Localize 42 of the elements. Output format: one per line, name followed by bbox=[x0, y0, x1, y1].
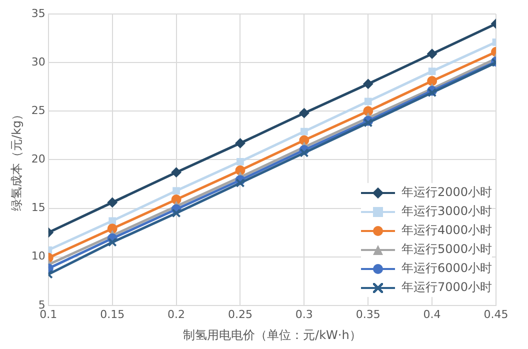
point bbox=[108, 238, 117, 247]
y-tick-label: 35 bbox=[31, 6, 46, 20]
point bbox=[364, 98, 372, 106]
point bbox=[363, 78, 374, 89]
point bbox=[427, 76, 438, 86]
point bbox=[299, 108, 310, 118]
point bbox=[235, 138, 246, 148]
x-tick-label: 0.15 bbox=[100, 308, 125, 321]
point bbox=[236, 178, 245, 188]
legend-label: 年运行3000小时 bbox=[401, 203, 492, 220]
y-tick-label: 15 bbox=[31, 201, 46, 214]
point bbox=[107, 197, 118, 208]
point bbox=[300, 148, 309, 158]
x-axis-title: 制氢用电电价（单位：元/kW·h） bbox=[183, 328, 362, 342]
point bbox=[108, 217, 116, 225]
point bbox=[107, 224, 118, 234]
x-tick-label: 0.45 bbox=[484, 308, 508, 321]
legend-label: 年运行2000小时 bbox=[401, 184, 492, 202]
point bbox=[364, 118, 373, 128]
x-tick-label: 0.25 bbox=[228, 308, 252, 321]
y-tick-label: 30 bbox=[31, 55, 46, 68]
legend-label: 年运行7000小时 bbox=[401, 279, 492, 296]
x-tick-label: 0.3 bbox=[295, 308, 313, 321]
x-tick-label: 0.35 bbox=[356, 308, 380, 321]
y-axis-title: 绿氢成本（元/kg） bbox=[9, 108, 24, 212]
point bbox=[427, 48, 438, 59]
y-tick-label: 10 bbox=[31, 250, 46, 263]
point bbox=[300, 128, 308, 136]
point bbox=[172, 187, 180, 194]
point bbox=[172, 208, 181, 218]
point bbox=[171, 167, 182, 178]
point bbox=[428, 88, 437, 98]
legend-label: 年运行6000小时 bbox=[401, 260, 492, 278]
point bbox=[428, 68, 436, 75]
y-tick-label: 20 bbox=[31, 152, 46, 166]
y-tick-label: 25 bbox=[31, 104, 46, 117]
x-tick-label: 0.4 bbox=[423, 308, 441, 321]
point bbox=[363, 106, 374, 116]
point bbox=[236, 158, 244, 166]
legend-label: 年运行5000小时 bbox=[401, 241, 492, 258]
legend-label: 年运行4000小时 bbox=[401, 222, 492, 240]
x-tick-label: 0.2 bbox=[168, 308, 186, 321]
